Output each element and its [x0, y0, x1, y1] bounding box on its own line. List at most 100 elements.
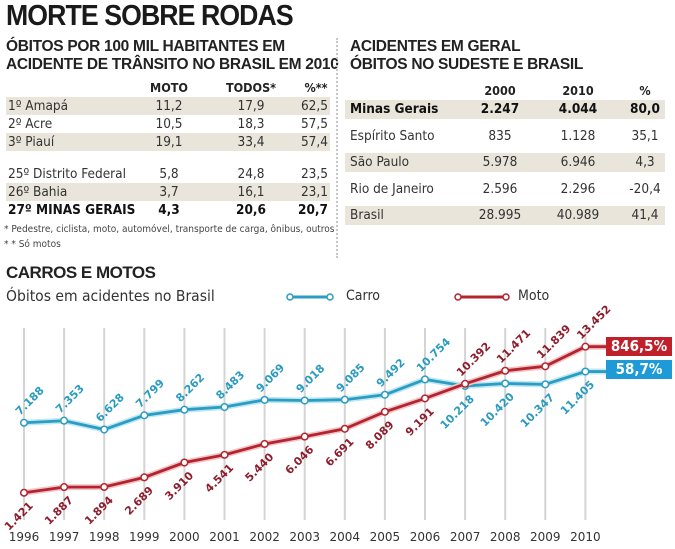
- carro-point: [340, 395, 349, 404]
- value-2010: 4.044: [558, 101, 598, 117]
- carro-data-label: 6.628: [93, 391, 127, 425]
- state-label: 2º Acre: [8, 116, 53, 132]
- table2-title-line2: ÓBITOS NO SUDESTE E BRASIL: [350, 56, 584, 73]
- todos-value: 33,4: [237, 134, 265, 150]
- col-2010: 2010: [562, 83, 594, 98]
- col-todos: TODOS*: [225, 80, 277, 95]
- moto-point: [340, 424, 349, 433]
- value-2010: 6.946: [560, 154, 596, 170]
- legend-marker: [502, 293, 510, 301]
- moto-data-label: 1.421: [2, 499, 36, 533]
- carro-point: [220, 402, 229, 412]
- chart-subtitle: Óbitos em acidentes no Brasil: [6, 287, 215, 305]
- moto-data-label: 10.392: [454, 340, 493, 379]
- state-label: 27º MINAS GERAIS: [8, 202, 136, 218]
- legend-marker: [326, 293, 334, 301]
- state-label: 26º Bahia: [8, 184, 68, 200]
- carro-data-label: 7.799: [133, 377, 167, 411]
- x-tick-label: 1996: [9, 530, 40, 544]
- legend-moto-label: Moto: [518, 288, 550, 304]
- carro-point: [19, 418, 29, 427]
- moto-value: 11,2: [155, 98, 183, 114]
- carro-change-badge: 58,7%: [606, 360, 672, 379]
- moto-point: [19, 488, 29, 497]
- carro-data-label: 8.262: [173, 371, 207, 405]
- x-tick-label: 2005: [370, 530, 401, 544]
- pct-value: 23,1: [300, 184, 328, 200]
- moto-data-label: 8.089: [363, 418, 397, 452]
- carro-data-label: 10.420: [478, 390, 517, 429]
- pct-value: 57,5: [300, 116, 328, 132]
- table1-row: 27º MINAS GERAIS 4,3 20,6 20,7: [6, 201, 330, 219]
- carro-data-label: 10.754: [414, 335, 453, 374]
- x-tick-label: 2009: [530, 530, 561, 544]
- col-moto: MOTO: [150, 80, 188, 95]
- carro-point: [180, 405, 189, 414]
- moto-value: 5,8: [159, 166, 179, 182]
- pct-value: 4,3: [635, 154, 655, 170]
- carro-data-label: 10.218: [438, 393, 477, 432]
- moto-data-label: 5.440: [243, 450, 277, 484]
- region-label: Rio de Janeiro: [350, 180, 434, 197]
- region-label: Brasil: [350, 207, 384, 223]
- moto-value: 19,1: [155, 134, 183, 150]
- x-tick-label: 2001: [209, 530, 240, 544]
- x-tick-label: 2006: [410, 530, 441, 544]
- x-tick-label: 2000: [169, 530, 200, 544]
- state-label: 25º Distrito Federal: [8, 166, 126, 182]
- value-2000: 835: [488, 127, 512, 144]
- moto-point: [300, 432, 309, 441]
- col-2000: 2000: [484, 83, 516, 98]
- todos-value: 24,8: [237, 166, 265, 182]
- moto-point: [260, 439, 269, 449]
- moto-data-label: 6.046: [283, 443, 317, 477]
- moto-point: [60, 483, 69, 492]
- col-pct: %**: [304, 80, 328, 95]
- carro-line: [23, 370, 606, 431]
- table1-row: 1º Amapá 11,2 17,9 62,5: [6, 97, 330, 115]
- table1-row: 2º Acre 10,5 18,3 57,5: [6, 115, 330, 133]
- carro-point: [60, 416, 69, 425]
- value-2000: 5.978: [482, 154, 518, 170]
- table1-title: ÓBITOS POR 100 MIL HABITANTES EM ACIDENT…: [6, 38, 339, 74]
- x-tick-label: 1999: [129, 530, 160, 544]
- x-tick-label: 2003: [289, 530, 320, 544]
- pct-value: -20,4: [629, 180, 661, 197]
- moto-data-label: 1.894: [82, 493, 116, 527]
- col-pct: %: [639, 83, 651, 98]
- carro-point: [100, 425, 109, 434]
- carro-point: [501, 379, 510, 388]
- moto-point: [581, 342, 590, 351]
- table2-row: Rio de Janeiro 2.596 2.296 -20,4: [345, 180, 665, 199]
- x-tick-label: 1998: [89, 530, 120, 544]
- carro-point: [420, 375, 430, 384]
- moto-value: 4,3: [158, 202, 180, 218]
- divider: [336, 38, 338, 258]
- todos-value: 18,3: [237, 116, 265, 132]
- moto-data-label: 4.541: [202, 461, 236, 495]
- value-2010: 40.989: [556, 207, 600, 223]
- moto-point: [420, 394, 430, 403]
- moto-data-label: 13.452: [574, 303, 613, 342]
- moto-data-label: 9.191: [403, 405, 437, 439]
- table2-row: Minas Gerais 2.247 4.044 80,0: [345, 100, 665, 119]
- region-label: São Paulo: [350, 154, 410, 170]
- carro-data-label: 9.085: [334, 361, 368, 395]
- moto-value: 3,7: [159, 184, 179, 200]
- moto-point: [220, 450, 229, 459]
- table2-row: São Paulo 5.978 6.946 4,3: [345, 153, 665, 172]
- value-2010: 1.128: [560, 127, 596, 144]
- table1-title-line1: ÓBITOS POR 100 MIL HABITANTES EM: [6, 38, 285, 55]
- carro-data-label: 8.483: [213, 368, 247, 402]
- legend-marker: [454, 293, 462, 301]
- value-2000: 2.596: [482, 180, 518, 197]
- moto-data-label: 3.910: [162, 469, 196, 503]
- value-2000: 28.995: [478, 207, 522, 223]
- legend-marker: [286, 293, 294, 301]
- moto-point: [541, 362, 550, 371]
- todos-value: 16,1: [237, 184, 265, 200]
- table2-header: 2000 2010 %: [345, 82, 670, 100]
- carro-data-label: 7.188: [13, 384, 47, 418]
- table1-note2: * * Só motos: [4, 239, 61, 250]
- carro-point: [380, 390, 389, 399]
